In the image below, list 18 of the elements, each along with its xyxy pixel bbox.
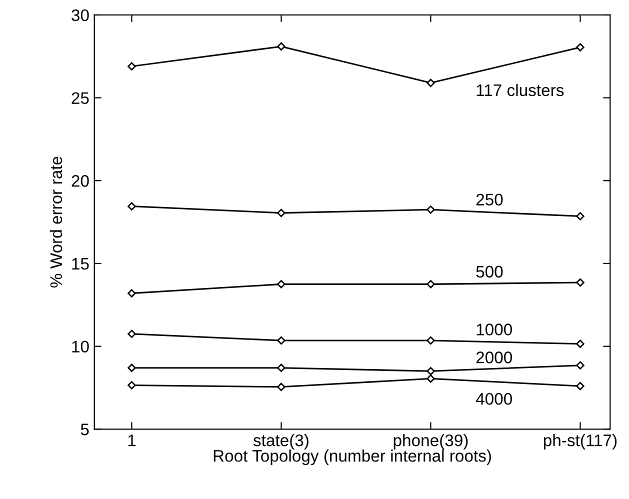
y-tick-label: 30 bbox=[72, 9, 89, 22]
x-tick-label: 1 bbox=[128, 434, 136, 446]
x-tick-label: ph-st(117) bbox=[544, 434, 617, 450]
series-label: 1000 bbox=[476, 324, 512, 336]
y-tick-label: 15 bbox=[72, 258, 89, 270]
y-tick-label: 25 bbox=[72, 92, 89, 104]
y-tick-label: 20 bbox=[72, 175, 89, 187]
x-axis-title: Root Topology (number internal roots) bbox=[214, 450, 491, 466]
y-axis-title: % Word error rate bbox=[50, 156, 62, 288]
y-tick-label: 5 bbox=[80, 424, 89, 436]
x-tick-label: state(3) bbox=[253, 434, 308, 450]
x-tick-label: phone(39) bbox=[394, 434, 468, 450]
series-label: 250 bbox=[476, 194, 503, 206]
legend-label: 117 clusters bbox=[476, 84, 564, 96]
series-label: 500 bbox=[476, 266, 503, 278]
series-label: 2000 bbox=[476, 352, 512, 364]
y-tick-label: 10 bbox=[72, 340, 89, 353]
series-label: 4000 bbox=[476, 392, 512, 405]
